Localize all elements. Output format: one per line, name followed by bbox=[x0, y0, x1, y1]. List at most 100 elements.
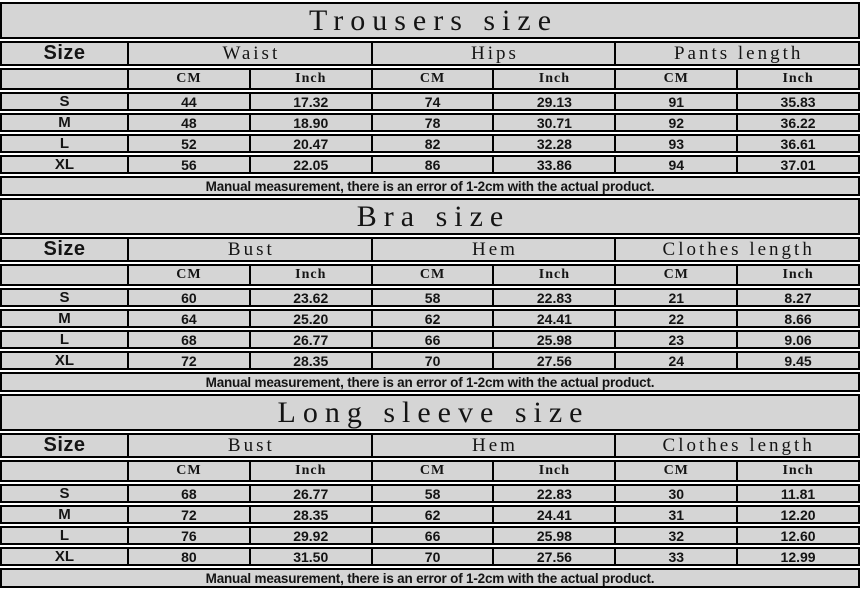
column-header-cell-clothes-length: Clothes length bbox=[614, 239, 858, 260]
unit-header-inch: Inch bbox=[295, 71, 327, 86]
cell-value: 68 bbox=[181, 332, 197, 347]
cell-value-cell: 21 bbox=[614, 290, 736, 305]
cell-value: 22.05 bbox=[293, 157, 329, 172]
cell-value-cell: 27.56 bbox=[492, 549, 614, 564]
unit-header-cm-cell-pants-length: CM bbox=[614, 70, 736, 88]
cell-value-cell: 17.32 bbox=[248, 94, 371, 109]
unit-header-cm: CM bbox=[419, 463, 446, 478]
cell-value-cell: 29.92 bbox=[248, 528, 371, 543]
measurement-note-row: Manual measurement, there is an error of… bbox=[0, 176, 860, 196]
row-size-label-cell: M bbox=[2, 507, 127, 522]
unit-header-inch-cell-bust: Inch bbox=[248, 266, 371, 284]
unit-header-inch: Inch bbox=[782, 267, 814, 282]
cell-value-cell: 44 bbox=[127, 94, 249, 109]
column-header-row: Size Waist Hips Pants length bbox=[0, 41, 860, 66]
measurement-note-cell: Manual measurement, there is an error of… bbox=[2, 570, 858, 586]
cell-value: 48 bbox=[181, 115, 197, 130]
cell-value: 20.47 bbox=[293, 136, 329, 151]
column-header-cell-bust: Bust bbox=[127, 435, 371, 456]
column-header-waist: Waist bbox=[222, 43, 281, 64]
cell-value-cell: 37.01 bbox=[736, 157, 858, 172]
table-row-l: L 68 26.77 66 25.98 23 9.06 bbox=[0, 330, 860, 349]
cell-value: 25.98 bbox=[536, 332, 572, 347]
cell-value-cell: 25.98 bbox=[492, 332, 614, 347]
cell-value: 9.06 bbox=[784, 332, 812, 347]
cell-value-cell: 66 bbox=[370, 528, 493, 543]
cell-value-cell: 36.22 bbox=[736, 115, 858, 130]
cell-value: 21 bbox=[668, 290, 685, 305]
unit-header-cm: CM bbox=[419, 71, 446, 86]
row-size-label-cell: S bbox=[2, 94, 127, 109]
cell-value-cell: 24 bbox=[614, 353, 736, 368]
cell-value: 80 bbox=[181, 549, 197, 564]
unit-header-inch: Inch bbox=[782, 71, 814, 86]
cell-value-cell: 26.77 bbox=[248, 486, 371, 501]
table-title-row: Long sleeve size bbox=[0, 394, 860, 431]
cell-value: 31.50 bbox=[293, 549, 329, 564]
column-header-hips: Hips bbox=[471, 43, 519, 64]
size-column-header-cell: Size bbox=[2, 239, 127, 260]
table-row-m: M 48 18.90 78 30.71 92 36.22 bbox=[0, 113, 860, 132]
unit-header-cm-cell-hem: CM bbox=[370, 462, 493, 480]
measurement-note-row: Manual measurement, there is an error of… bbox=[0, 568, 860, 588]
unit-header-cm: CM bbox=[663, 267, 689, 282]
unit-header-empty-cell bbox=[2, 462, 127, 480]
unit-header-inch: Inch bbox=[538, 463, 571, 478]
cell-value-cell: 23.62 bbox=[248, 290, 371, 305]
column-header-cell-hem: Hem bbox=[370, 239, 615, 260]
cell-value: 12.99 bbox=[780, 549, 816, 564]
cell-value-cell: 18.90 bbox=[248, 115, 371, 130]
column-header-cell-pants-length: Pants length bbox=[614, 43, 858, 64]
table-row-m: M 64 25.20 62 24.41 22 8.66 bbox=[0, 309, 860, 328]
cell-value: 78 bbox=[424, 115, 441, 130]
cell-value: 23 bbox=[668, 332, 685, 347]
cell-value-cell: 78 bbox=[370, 115, 493, 130]
cell-value-cell: 8.66 bbox=[736, 311, 858, 326]
row-size-label: M bbox=[58, 311, 71, 326]
cell-value: 23.62 bbox=[293, 290, 329, 305]
table-row-l: L 76 29.92 66 25.98 32 12.60 bbox=[0, 526, 860, 545]
cell-value: 74 bbox=[424, 94, 441, 109]
unit-header-empty-cell bbox=[2, 266, 127, 284]
cell-value-cell: 22.83 bbox=[492, 486, 614, 501]
table-row-xl: XL 80 31.50 70 27.56 33 12.99 bbox=[0, 547, 860, 566]
unit-header-cm-cell-bust: CM bbox=[127, 462, 249, 480]
cell-value: 8.27 bbox=[784, 290, 812, 305]
cell-value-cell: 32.28 bbox=[492, 136, 614, 151]
cell-value-cell: 12.20 bbox=[736, 507, 858, 522]
cell-value: 27.56 bbox=[536, 353, 572, 368]
cell-value: 22.83 bbox=[536, 290, 572, 305]
row-size-label: S bbox=[59, 94, 70, 109]
cell-value: 66 bbox=[424, 332, 441, 347]
measurement-note: Manual measurement, there is an error of… bbox=[205, 374, 655, 390]
column-header-cell-bust: Bust bbox=[127, 239, 371, 260]
measurement-note-row: Manual measurement, there is an error of… bbox=[0, 372, 860, 392]
table-title-row: Trousers size bbox=[0, 2, 860, 39]
cell-value-cell: 28.35 bbox=[248, 507, 371, 522]
cell-value-cell: 22.05 bbox=[248, 157, 371, 172]
unit-header-inch: Inch bbox=[538, 71, 571, 86]
row-size-label: L bbox=[59, 136, 70, 151]
cell-value: 25.98 bbox=[536, 528, 572, 543]
cell-value-cell: 33.86 bbox=[492, 157, 614, 172]
cell-value: 29.13 bbox=[536, 94, 572, 109]
row-size-label-cell: S bbox=[2, 486, 127, 501]
cell-value: 17.32 bbox=[293, 94, 329, 109]
unit-header-inch-cell-waist: Inch bbox=[248, 70, 371, 88]
unit-header-inch: Inch bbox=[782, 463, 814, 478]
cell-value: 68 bbox=[181, 486, 197, 501]
cell-value-cell: 86 bbox=[370, 157, 493, 172]
row-size-label-cell: M bbox=[2, 311, 127, 326]
cell-value-cell: 60 bbox=[127, 290, 249, 305]
cell-value-cell: 24.41 bbox=[492, 507, 614, 522]
cell-value-cell: 29.13 bbox=[492, 94, 614, 109]
cell-value: 26.77 bbox=[293, 332, 329, 347]
unit-header-inch-cell-bust: Inch bbox=[248, 462, 371, 480]
unit-header-row: CM Inch CM Inch CM Inch bbox=[0, 460, 860, 482]
column-header-cell-waist: Waist bbox=[127, 43, 371, 64]
cell-value-cell: 31.50 bbox=[248, 549, 371, 564]
unit-header-row: CM Inch CM Inch CM Inch bbox=[0, 68, 860, 90]
cell-value: 72 bbox=[181, 507, 197, 522]
cell-value: 33 bbox=[668, 549, 685, 564]
